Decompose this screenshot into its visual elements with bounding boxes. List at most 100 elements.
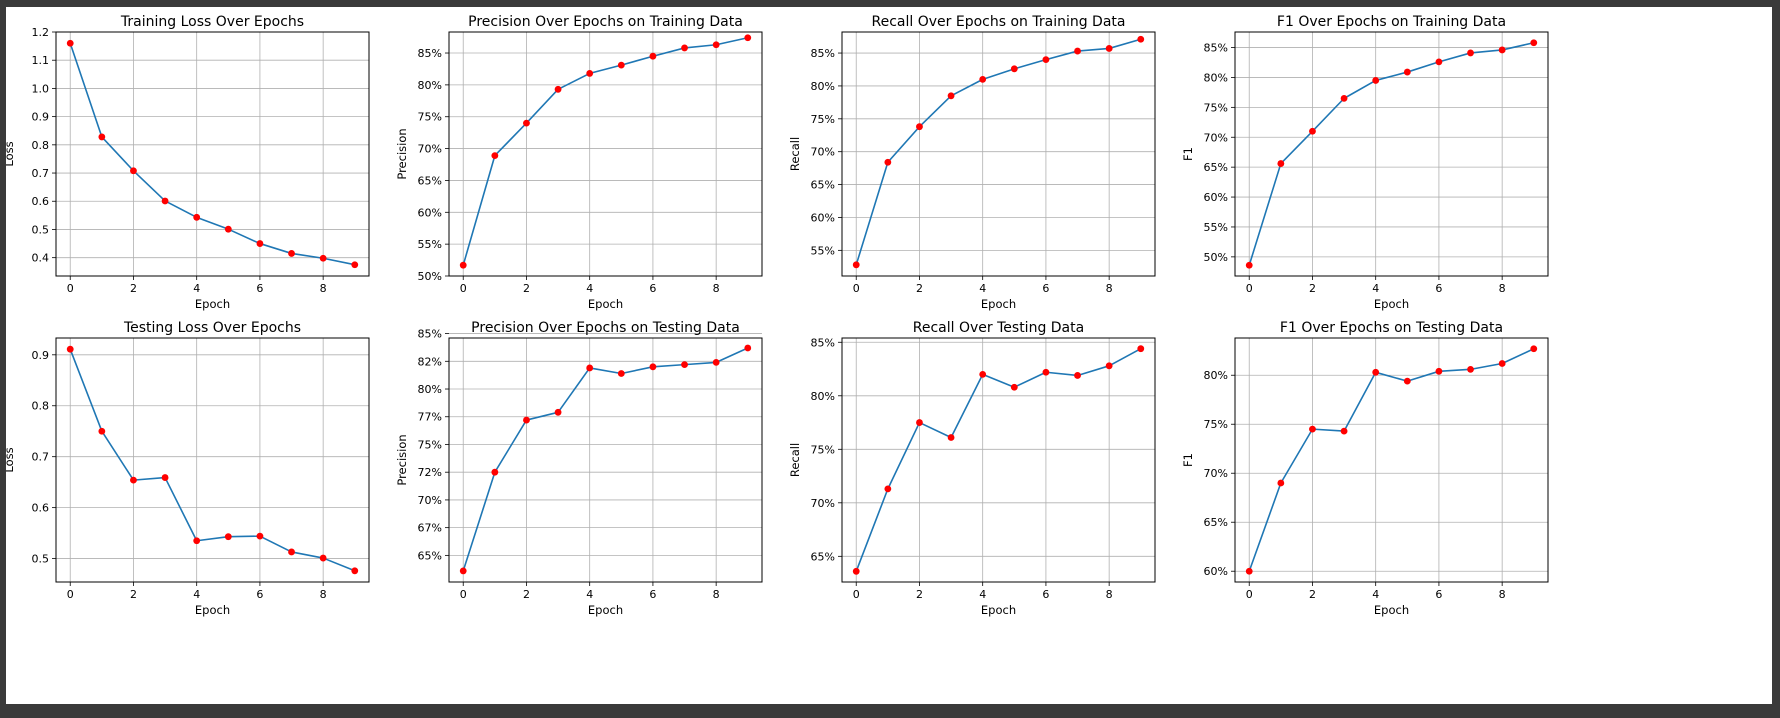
data-point (1245, 261, 1253, 269)
x-tick-label: 8 (713, 588, 720, 601)
y-tick-label: 55% (811, 244, 835, 257)
series-line (855, 38, 1141, 266)
x-tick-label: 2 (1309, 282, 1316, 295)
y-axis-label: Loss (6, 141, 16, 166)
data-point (256, 240, 264, 247)
y-tick-label: 70% (418, 494, 442, 507)
series-line (69, 348, 356, 572)
data-point (554, 85, 562, 93)
plot-area (448, 337, 763, 583)
y-tick-label: 80% (418, 383, 442, 396)
x-tick-label: 6 (1042, 588, 1049, 601)
x-tick-label: 8 (320, 588, 327, 601)
chart-panel-7: 0 2 4 6 8 65% 70% 75% 80% 85% Recall Over Testing … (788, 320, 1156, 617)
y-tick-label: 0.8 (32, 139, 50, 152)
y-tick-label: 75% (418, 111, 442, 124)
series-line (462, 347, 749, 572)
data-point (161, 474, 169, 481)
chart-panel-1: 0 2 4 6 8 0.4 0.5 0.6 0.7 0.8 0.9 1.0 1.1 1.2 Training… (6, 14, 370, 311)
x-tick-label: 0 (853, 588, 860, 601)
x-tick-label: 0 (67, 588, 74, 601)
y-tick-label: 70% (811, 497, 835, 510)
data-point (1530, 39, 1538, 47)
y-tick-label: 75% (811, 443, 835, 456)
data-point (1137, 345, 1145, 353)
chart-title: Recall Over Testing Data (913, 320, 1084, 336)
y-tick-label: 0.7 (32, 167, 50, 180)
data-point (1105, 45, 1113, 52)
data-point (193, 213, 201, 221)
x-tick-label: 6 (1435, 588, 1442, 601)
x-tick-label: 0 (853, 282, 860, 295)
figure-canvas: 0 2 4 6 8 0.4 0.5 0.6 0.7 0.8 0.9 1.0 1.1 1.2 Training… (6, 7, 1772, 704)
plot-area (841, 31, 1156, 277)
data-point (1042, 56, 1050, 64)
data-point (1074, 47, 1081, 55)
data-point (1340, 427, 1348, 435)
y-tick-label: 85% (1204, 42, 1228, 55)
data-point (1372, 77, 1380, 84)
y-tick-label: 77% (418, 411, 442, 424)
y-tick-label: 55% (418, 238, 442, 251)
data-point (130, 167, 137, 175)
data-point (351, 261, 359, 269)
data-point (1010, 383, 1018, 391)
y-tick-label: 80% (1204, 369, 1228, 382)
data-point (916, 123, 923, 131)
y-tick-label: 85% (811, 336, 835, 349)
data-point (884, 485, 892, 493)
data-point (1010, 65, 1018, 73)
data-point (66, 345, 74, 353)
data-point (523, 119, 530, 127)
x-tick-label: 8 (1499, 282, 1506, 295)
data-point (459, 567, 467, 575)
y-axis-label: Loss (6, 447, 16, 472)
x-tick-label: 0 (67, 282, 74, 295)
data-point (491, 468, 499, 476)
data-point (288, 250, 295, 257)
plot-area (55, 31, 370, 277)
y-tick-label: 0.5 (32, 553, 50, 566)
data-point (1498, 46, 1506, 54)
y-tick-label: 85% (418, 328, 442, 341)
data-point (1467, 365, 1474, 373)
chart-panel-3: 0 2 4 6 8 55% 60% 65% 70% 75% 80% 85% Recall Over Ep… (788, 14, 1156, 311)
series-line (1248, 348, 1535, 572)
x-tick-label: 4 (1372, 282, 1379, 295)
y-tick-label: 0.6 (32, 195, 50, 208)
chart-title: F1 Over Epochs on Testing Data (1280, 320, 1503, 336)
data-point (916, 419, 923, 426)
data-point (161, 197, 169, 205)
data-point (1137, 35, 1145, 43)
data-point (1309, 127, 1316, 135)
data-point (852, 261, 860, 269)
y-tick-label: 72% (418, 466, 442, 479)
data-point (1042, 368, 1050, 376)
y-tick-label: 80% (418, 79, 442, 92)
chart-panel-6: 0 2 4 6 8 65% 67% 70% 72% 75% 77% 80% 82% 85% Precisio… (395, 320, 763, 617)
y-tick-label: 0.4 (32, 252, 50, 265)
data-point (98, 427, 106, 435)
y-tick-label: 80% (811, 390, 835, 403)
x-tick-label: 2 (130, 282, 137, 295)
series-line (462, 36, 748, 266)
x-tick-label: 0 (460, 588, 467, 601)
data-point (256, 532, 264, 540)
data-point (1277, 160, 1285, 167)
y-tick-label: 70% (1204, 131, 1228, 144)
y-tick-label: 65% (811, 550, 835, 563)
x-tick-label: 6 (1042, 282, 1049, 295)
data-point (852, 567, 860, 575)
data-point (681, 44, 688, 52)
x-tick-label: 4 (586, 588, 593, 601)
x-tick-label: 2 (916, 282, 923, 295)
y-tick-label: 0.6 (32, 502, 50, 515)
data-point (1074, 372, 1081, 379)
data-point (1403, 68, 1411, 76)
data-point (1435, 367, 1443, 375)
y-tick-label: 1.2 (32, 26, 50, 39)
x-axis-label: Epoch (588, 603, 623, 617)
y-tick-label: 50% (418, 270, 442, 283)
x-tick-label: 6 (649, 282, 656, 295)
y-tick-label: 60% (418, 206, 442, 219)
